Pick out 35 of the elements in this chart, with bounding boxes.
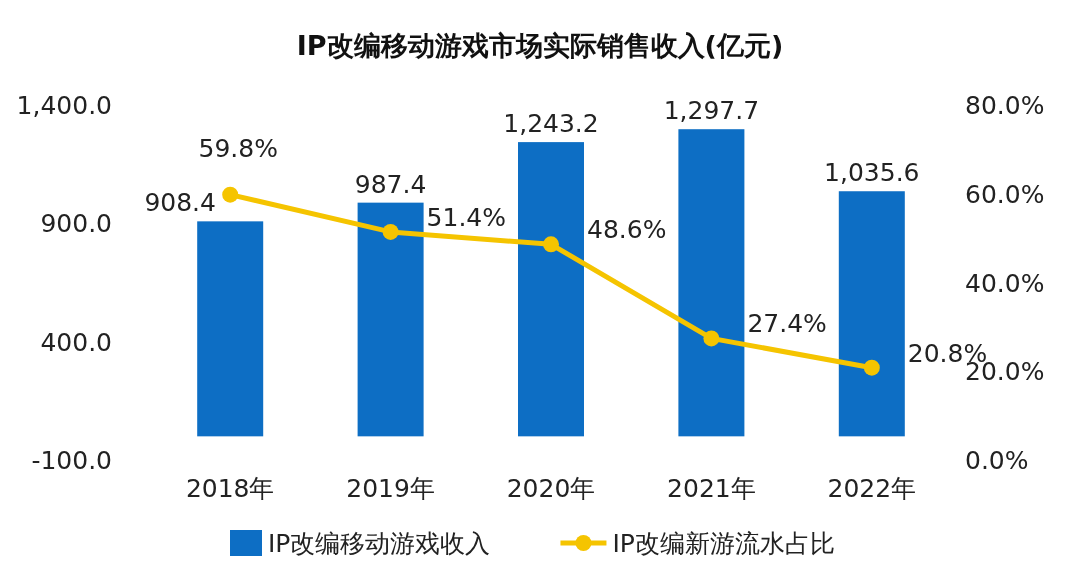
y2-tick-label: 80.0% — [965, 91, 1045, 120]
bar — [678, 129, 745, 437]
point — [703, 330, 720, 347]
point — [222, 186, 239, 203]
bar — [197, 221, 264, 437]
point — [863, 359, 880, 376]
bar — [518, 142, 584, 437]
x-tick-label: 2019年 — [346, 474, 435, 503]
data-label: 987.4 — [354, 169, 427, 199]
data-label: 908.4 — [144, 188, 216, 218]
data-label: 51.4% — [426, 202, 507, 232]
y-tick-label: 900.0 — [40, 209, 112, 239]
y2-tick-label: 40.0% — [965, 268, 1045, 298]
y-tick-label: 400.0 — [40, 327, 112, 357]
x-tick-label: 2021年 — [667, 474, 756, 503]
data-label: 1,035.6 — [824, 158, 920, 188]
y-tick-label: 1,400.0 — [16, 91, 112, 120]
legend-label: IP改编移动游戏收入 — [268, 529, 491, 558]
data-label: 48.6% — [587, 215, 667, 245]
bar — [357, 202, 424, 437]
x-tick-label: 2022年 — [827, 474, 917, 503]
data-label: 1,243.2 — [503, 109, 599, 139]
bar — [838, 191, 905, 437]
point — [543, 236, 559, 253]
y-tick-label: -100.0 — [31, 446, 112, 475]
x-tick-label: 2020年 — [506, 474, 596, 503]
y2-tick-label: 0.0% — [965, 446, 1029, 475]
data-label: 59.8% — [198, 133, 278, 163]
data-label: 1,297.7 — [663, 96, 760, 126]
point — [382, 223, 399, 240]
data-label: 27.4% — [747, 309, 827, 339]
legend-label: IP改编新游流水占比 — [612, 529, 835, 558]
y2-tick-label: 60.0% — [965, 179, 1045, 209]
x-tick-label: 2018年 — [185, 474, 275, 503]
chart-title: IP改编移动游戏市场实际销售收入(亿元) — [296, 30, 784, 61]
